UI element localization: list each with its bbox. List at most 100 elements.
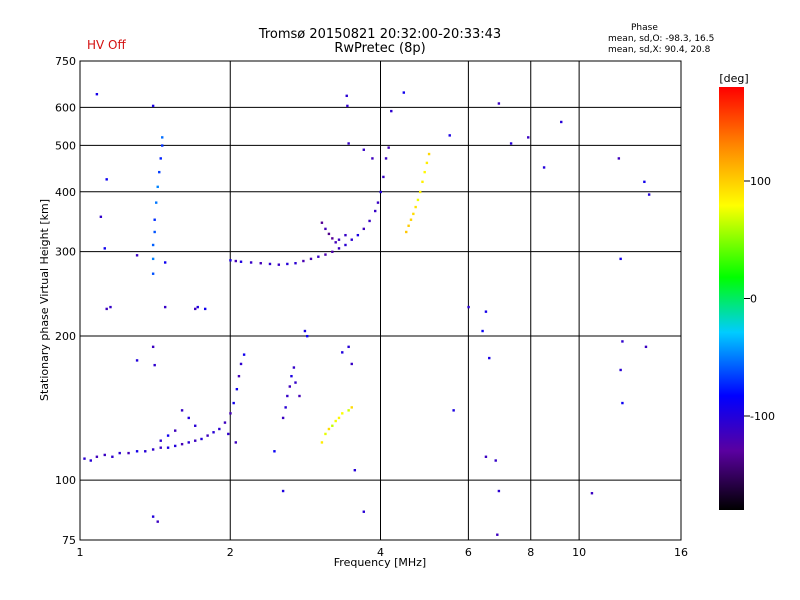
data-point	[83, 457, 86, 460]
data-point	[344, 233, 347, 237]
data-point	[159, 446, 162, 449]
data-point	[89, 459, 92, 462]
data-point	[109, 305, 112, 309]
data-point	[286, 394, 289, 398]
data-point	[621, 340, 624, 343]
data-point	[173, 444, 177, 448]
data-point	[643, 180, 646, 184]
data-point	[320, 441, 324, 444]
data-point	[309, 257, 313, 261]
data-point	[268, 262, 272, 266]
plot-frame	[79, 60, 682, 541]
data-point	[187, 416, 190, 420]
data-point	[286, 262, 289, 266]
data-point	[223, 421, 227, 424]
data-point	[347, 142, 350, 145]
data-point	[387, 146, 390, 149]
x-tick-label: 6	[465, 546, 472, 559]
data-point	[619, 368, 622, 372]
data-point	[467, 305, 470, 309]
data-point	[425, 161, 429, 165]
data-point	[374, 209, 377, 213]
data-point	[341, 351, 344, 354]
data-point	[331, 250, 334, 254]
data-point	[194, 439, 197, 442]
data-point	[353, 469, 357, 472]
x-axis-ticks: 1 2 4 6 8 10 16	[77, 546, 689, 559]
data-point	[294, 262, 297, 265]
data-point	[362, 510, 366, 513]
data-point	[187, 441, 190, 444]
data-point	[173, 429, 177, 432]
y-tick-label: 750	[55, 55, 76, 68]
data-point	[105, 307, 108, 311]
data-point	[151, 257, 155, 261]
data-point	[153, 363, 156, 367]
x-axis-title: Frequency [MHz]	[334, 556, 426, 569]
data-point	[161, 136, 164, 139]
data-point	[151, 243, 155, 247]
data-point	[95, 92, 99, 96]
data-point	[105, 178, 108, 181]
data-point	[180, 409, 184, 412]
y-tick-label: 300	[55, 246, 76, 259]
data-point	[156, 185, 159, 189]
data-point	[484, 455, 488, 458]
data-point	[180, 442, 184, 446]
data-point	[331, 424, 334, 427]
colorbar-ticks: 100 0 -100	[744, 175, 775, 423]
data-point	[206, 434, 209, 437]
data-point	[644, 345, 648, 349]
y-tick-label: 400	[55, 186, 76, 199]
data-point	[345, 94, 348, 98]
x-tick-label: 2	[227, 546, 234, 559]
data-point	[324, 432, 327, 436]
data-point	[617, 157, 621, 160]
data-point	[382, 175, 385, 179]
data-point	[368, 219, 371, 223]
data-point	[362, 148, 366, 151]
data-point	[590, 492, 594, 495]
hv-status-label: HV Off	[87, 38, 126, 52]
data-point	[337, 247, 341, 250]
data-point	[118, 451, 121, 455]
data-point	[135, 359, 139, 362]
data-point	[151, 515, 155, 518]
data-point	[239, 362, 243, 366]
data-point	[350, 238, 353, 241]
data-point	[144, 450, 147, 453]
x-tick-label: 4	[377, 546, 384, 559]
data-point	[298, 394, 301, 398]
data-point	[127, 451, 130, 455]
data-point	[497, 489, 501, 493]
data-point	[237, 374, 241, 378]
data-point	[151, 104, 155, 108]
data-point	[288, 385, 292, 388]
data-point	[334, 419, 337, 423]
data-point	[356, 233, 360, 237]
data-point	[159, 157, 162, 160]
data-point	[158, 170, 161, 174]
data-point	[229, 259, 232, 262]
data-point	[419, 190, 422, 194]
data-point	[448, 134, 451, 137]
data-point	[153, 218, 156, 221]
data-point	[423, 170, 426, 174]
grid-lines	[80, 61, 681, 540]
data-point	[496, 533, 499, 536]
data-point	[232, 401, 235, 405]
data-point	[379, 190, 382, 194]
data-point	[227, 432, 230, 436]
data-point	[284, 406, 287, 409]
data-point	[337, 416, 341, 420]
x-tick-label: 16	[674, 546, 688, 559]
data-point	[346, 104, 349, 108]
data-point	[421, 180, 424, 184]
data-point	[509, 142, 513, 145]
data-point	[347, 409, 350, 412]
data-point	[229, 412, 232, 415]
data-point	[292, 366, 296, 369]
data-point	[412, 212, 415, 216]
data-point	[239, 260, 243, 263]
colorbar	[719, 87, 744, 510]
